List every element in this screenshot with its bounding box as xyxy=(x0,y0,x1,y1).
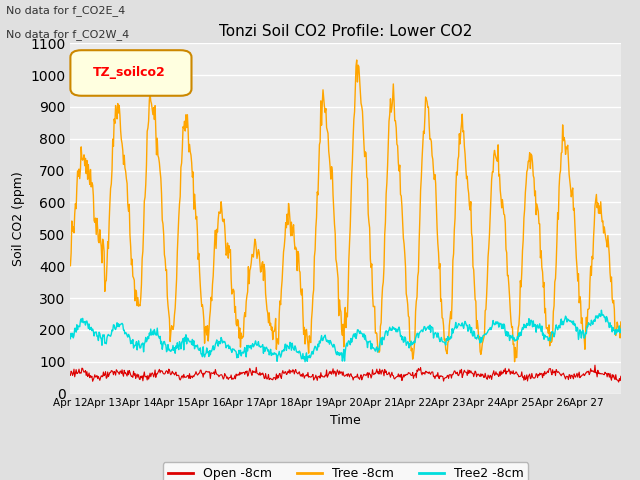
Tree2 -8cm xyxy=(260,350,268,356)
Open -8cm xyxy=(615,379,623,385)
Line: Open -8cm: Open -8cm xyxy=(70,365,621,382)
Line: Tree -8cm: Tree -8cm xyxy=(70,60,621,362)
X-axis label: Time: Time xyxy=(330,414,361,427)
Tree -8cm xyxy=(67,263,74,269)
Text: TZ_soilco2: TZ_soilco2 xyxy=(92,67,165,80)
Tree -8cm xyxy=(353,57,360,63)
Tree2 -8cm xyxy=(434,330,442,336)
Tree2 -8cm xyxy=(403,340,411,346)
Open -8cm xyxy=(433,373,441,379)
Text: No data for f_CO2W_4: No data for f_CO2W_4 xyxy=(6,29,130,40)
Tree -8cm xyxy=(403,295,411,300)
Open -8cm xyxy=(280,371,288,376)
Text: No data for f_CO2E_4: No data for f_CO2E_4 xyxy=(6,5,125,16)
Title: Tonzi Soil CO2 Profile: Lower CO2: Tonzi Soil CO2 Profile: Lower CO2 xyxy=(219,24,472,39)
Tree -8cm xyxy=(511,359,518,365)
Tree -8cm xyxy=(280,243,288,249)
Tree -8cm xyxy=(434,240,442,246)
Open -8cm xyxy=(131,371,139,376)
Legend: Open -8cm, Tree -8cm, Tree2 -8cm: Open -8cm, Tree -8cm, Tree2 -8cm xyxy=(163,462,529,480)
Tree2 -8cm xyxy=(280,348,288,354)
Open -8cm xyxy=(232,371,240,377)
Tree2 -8cm xyxy=(232,349,240,355)
Open -8cm xyxy=(67,372,74,378)
Tree -8cm xyxy=(260,277,268,283)
Tree2 -8cm xyxy=(131,343,139,348)
Tree -8cm xyxy=(232,321,240,327)
Y-axis label: Soil CO2 (ppm): Soil CO2 (ppm) xyxy=(12,171,25,266)
Tree2 -8cm xyxy=(67,336,74,342)
Open -8cm xyxy=(260,372,268,378)
Tree2 -8cm xyxy=(598,307,605,313)
Tree -8cm xyxy=(131,298,139,304)
Tree2 -8cm xyxy=(301,359,309,365)
Tree2 -8cm xyxy=(617,326,625,332)
Open -8cm xyxy=(403,372,410,377)
Open -8cm xyxy=(617,373,625,379)
FancyBboxPatch shape xyxy=(70,50,191,96)
Tree -8cm xyxy=(617,319,625,325)
Open -8cm xyxy=(591,362,599,368)
Line: Tree2 -8cm: Tree2 -8cm xyxy=(70,310,621,362)
